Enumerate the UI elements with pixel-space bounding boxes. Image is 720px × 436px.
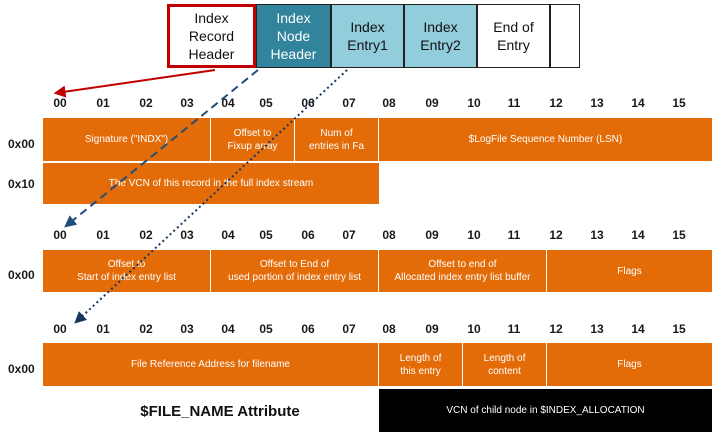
byte-offset-label: 05 [259, 96, 273, 110]
byte-offset-label: 06 [301, 96, 315, 110]
byte-offset-label: 08 [382, 228, 396, 242]
fixup-offset-field: Offset to Fixup array [211, 118, 295, 161]
index-record-header-cell: Index Record Header [167, 4, 256, 68]
byte-offset-label: 15 [672, 96, 686, 110]
byte-offset-label: 12 [549, 228, 563, 242]
row-offset-label: 0x00 [8, 137, 35, 151]
content-length-field: Length of content [463, 343, 547, 386]
byte-offset-row: 00 01 02 03 04 05 06 07 08 09 10 11 12 13 14 15 [0, 96, 720, 114]
row-offset-label: 0x00 [8, 268, 35, 282]
byte-offset-label: 06 [301, 228, 315, 242]
byte-offset-label: 13 [590, 96, 604, 110]
byte-offset-label: 07 [342, 228, 356, 242]
byte-offset-label: 12 [549, 96, 563, 110]
child-vcn-field: VCN of child node in $INDEX_ALLOCATION [379, 389, 712, 432]
filename-attribute-caption: $FILE_NAME Attribute [140, 403, 300, 420]
used-end-offset-field: Offset to End of used portion of index e… [211, 250, 379, 292]
byte-offset-label: 11 [507, 228, 521, 242]
start-offset-field: Offset to Start of index entry list [43, 250, 211, 292]
byte-offset-label: 10 [467, 322, 481, 336]
num-entries-field: Num of entries in Fa [295, 118, 379, 161]
byte-offset-row: 00 01 02 03 04 05 06 07 08 09 10 11 12 13 14 15 [0, 228, 720, 246]
byte-offset-label: 03 [180, 322, 194, 336]
byte-offset-label: 15 [672, 322, 686, 336]
byte-offset-label: 10 [467, 228, 481, 242]
byte-offset-label: 08 [382, 322, 396, 336]
end-of-entry-cell: End of Entry [477, 4, 550, 68]
byte-offset-label: 11 [507, 322, 521, 336]
byte-offset-label: 02 [139, 228, 153, 242]
byte-offset-label: 09 [425, 96, 439, 110]
row-offset-label: 0x00 [8, 362, 35, 376]
byte-offset-label: 12 [549, 322, 563, 336]
node-flags-field: Flags [547, 250, 712, 292]
index-entry2-cell: Index Entry2 [404, 4, 477, 68]
lsn-field: $LogFile Sequence Number (LSN) [379, 118, 712, 161]
file-reference-field: File Reference Address for filename [43, 343, 379, 386]
byte-offset-label: 14 [631, 96, 645, 110]
index-entry1-cell: Index Entry1 [331, 4, 404, 68]
byte-offset-label: 14 [631, 322, 645, 336]
vcn-field: The VCN of this record in the full index… [43, 163, 379, 204]
byte-offset-label: 00 [53, 322, 67, 336]
byte-offset-label: 05 [259, 322, 273, 336]
byte-offset-label: 02 [139, 322, 153, 336]
byte-offset-label: 00 [53, 96, 67, 110]
byte-offset-label: 03 [180, 228, 194, 242]
byte-offset-label: 11 [507, 96, 521, 110]
byte-offset-label: 15 [672, 228, 686, 242]
alloc-end-offset-field: Offset to end of Allocated index entry l… [379, 250, 547, 292]
record-header-arrow [53, 69, 216, 98]
byte-offset-label: 04 [221, 96, 235, 110]
byte-offset-label: 04 [221, 322, 235, 336]
signature-field: Signature ("INDX") [43, 118, 211, 161]
byte-offset-label: 00 [53, 228, 67, 242]
byte-offset-label: 13 [590, 228, 604, 242]
row-offset-label: 0x10 [8, 177, 35, 191]
byte-offset-label: 01 [96, 322, 110, 336]
byte-offset-label: 07 [342, 322, 356, 336]
byte-offset-label: 10 [467, 96, 481, 110]
byte-offset-label: 03 [180, 96, 194, 110]
byte-offset-label: 09 [425, 228, 439, 242]
entry-flags-field: Flags [547, 343, 712, 386]
byte-offset-row: 00 01 02 03 04 05 06 07 08 09 10 11 12 13 14 15 [0, 322, 720, 340]
byte-offset-label: 08 [382, 96, 396, 110]
byte-offset-label: 14 [631, 228, 645, 242]
byte-offset-label: 07 [342, 96, 356, 110]
byte-offset-label: 04 [221, 228, 235, 242]
byte-offset-label: 09 [425, 322, 439, 336]
byte-offset-label: 13 [590, 322, 604, 336]
index-node-header-cell: Index Node Header [256, 4, 331, 68]
byte-offset-label: 05 [259, 228, 273, 242]
byte-offset-label: 01 [96, 96, 110, 110]
empty-strip-cell [550, 4, 580, 68]
byte-offset-label: 06 [301, 322, 315, 336]
entry-length-field: Length of this entry [379, 343, 463, 386]
byte-offset-label: 01 [96, 228, 110, 242]
byte-offset-label: 02 [139, 96, 153, 110]
